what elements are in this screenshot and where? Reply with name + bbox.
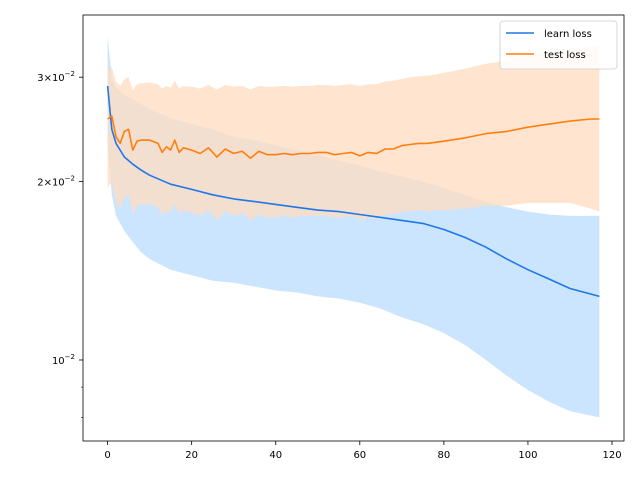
x-axis: 0 20 40 60 80 100 120	[104, 441, 622, 461]
x-tick-label: 60	[353, 450, 366, 461]
learn-loss-line	[106, 85, 600, 298]
legend: learn loss test loss	[499, 20, 618, 70]
confidence-bands	[107, 36, 600, 418]
x-tick-label: 100	[518, 450, 537, 461]
legend-label-learn-loss: learn loss	[544, 29, 592, 40]
series-lines	[106, 85, 600, 298]
test-loss-band	[107, 45, 600, 221]
legend-label-test-loss: test loss	[544, 50, 586, 61]
x-tick-label: 20	[185, 450, 198, 461]
y-tick-label: 3×10−2	[37, 70, 75, 84]
y-tick-label: 10−2	[52, 353, 75, 367]
x-tick-label: 120	[602, 450, 621, 461]
y-axis: 10−2 2×10−2 3×10−2	[37, 70, 83, 418]
learn-loss-band	[107, 36, 600, 418]
x-tick-label: 0	[104, 450, 110, 461]
x-tick-label: 40	[269, 450, 282, 461]
axes-frame	[82, 14, 625, 442]
test-loss-line	[107, 115, 600, 159]
x-tick-label: 80	[438, 450, 451, 461]
y-tick-label: 2×10−2	[37, 175, 75, 189]
